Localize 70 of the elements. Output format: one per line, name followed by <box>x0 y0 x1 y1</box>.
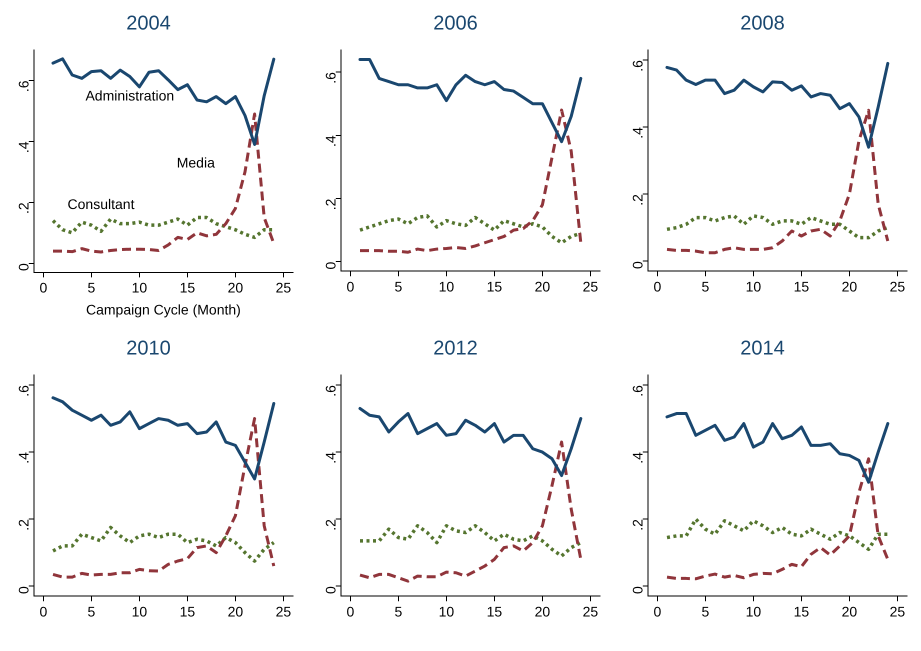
x-tick-label: 10 <box>438 603 454 620</box>
x-tick-label: 0 <box>346 278 354 294</box>
x-tick-label: 5 <box>702 278 710 294</box>
x-tick-label: 5 <box>88 603 96 620</box>
x-tick-label: 25 <box>890 278 906 294</box>
x-tick-label: 15 <box>794 603 810 620</box>
text: Media <box>176 154 216 171</box>
x-tick-label: 10 <box>132 280 148 296</box>
y-tick-label: .2 <box>16 518 32 531</box>
x-tick-label: 20 <box>534 603 550 620</box>
y-tick-label: .6 <box>322 384 339 397</box>
x-tick-label: 10 <box>746 278 762 294</box>
x-tick-label: 0 <box>40 280 48 296</box>
x-tick-label: 5 <box>394 278 402 294</box>
series-label: Administration <box>85 87 174 104</box>
x-tick-label: 25 <box>276 603 292 620</box>
y-tick-label: .4 <box>630 126 646 139</box>
x-tick-label: 20 <box>842 278 858 294</box>
chart-title: 2014 <box>740 338 785 360</box>
y-tick-label: 0 <box>630 260 646 269</box>
x-tick-label: 0 <box>654 278 662 294</box>
y-tick-label: 0 <box>630 586 646 594</box>
y-tick-label: 0 <box>322 586 339 594</box>
y-tick-label: .4 <box>16 141 32 154</box>
x-tick-label: 5 <box>88 280 96 296</box>
y-tick-label: .4 <box>630 452 646 464</box>
y-tick-label: .4 <box>16 452 32 464</box>
x-tick-label: 10 <box>746 603 762 620</box>
x-tick-label: 25 <box>890 603 906 620</box>
y-tick-label: .6 <box>16 80 32 92</box>
x-tick-label: 15 <box>180 603 196 620</box>
x-tick-label: 25 <box>582 278 598 294</box>
x-tick-label: 15 <box>180 280 196 296</box>
chart-title: 2010 <box>126 338 171 360</box>
y-tick-label: .6 <box>630 60 646 72</box>
x-tick-label: 20 <box>534 278 550 294</box>
x-tick-label: 5 <box>702 603 710 620</box>
y-tick-label: .6 <box>16 384 32 397</box>
x-tick-label: 15 <box>794 278 810 294</box>
y-tick-label: .2 <box>630 518 646 531</box>
x-tick-label: 25 <box>276 280 292 296</box>
y-tick-label: .2 <box>322 518 339 531</box>
x-tick-label: 0 <box>654 603 662 620</box>
x-tick-label: 20 <box>228 280 244 296</box>
chart-title: 2008 <box>740 12 785 35</box>
x-tick-label: 15 <box>486 278 502 294</box>
x-tick-label: 10 <box>132 603 148 620</box>
x-tick-label: 0 <box>346 603 354 620</box>
y-tick-label: 0 <box>16 586 32 594</box>
y-tick-label: .2 <box>630 194 646 206</box>
y-tick-label: .6 <box>630 384 646 397</box>
chart-title: 2004 <box>126 12 171 35</box>
chart-title: 2006 <box>433 12 478 35</box>
y-tick-label: .4 <box>322 452 339 464</box>
x-tick-label: 15 <box>486 603 502 620</box>
y-tick-label: 0 <box>322 262 339 270</box>
y-tick-label: 0 <box>16 263 32 272</box>
x-tick-label: 5 <box>394 603 402 620</box>
x-tick-label: 10 <box>438 278 454 294</box>
y-tick-label: .2 <box>322 198 339 210</box>
x-tick-label: 25 <box>582 603 598 620</box>
y-tick-label: .2 <box>16 202 32 214</box>
x-tick-label: 20 <box>842 603 858 620</box>
x-axis-title: Campaign Cycle (Month) <box>86 301 241 318</box>
y-tick-label: .6 <box>322 72 339 84</box>
x-tick-label: 20 <box>228 603 244 620</box>
x-tick-label: 0 <box>40 603 48 620</box>
y-tick-label: .4 <box>322 135 339 148</box>
series-label: Consultant <box>68 196 135 212</box>
chart-title: 2012 <box>433 338 478 360</box>
